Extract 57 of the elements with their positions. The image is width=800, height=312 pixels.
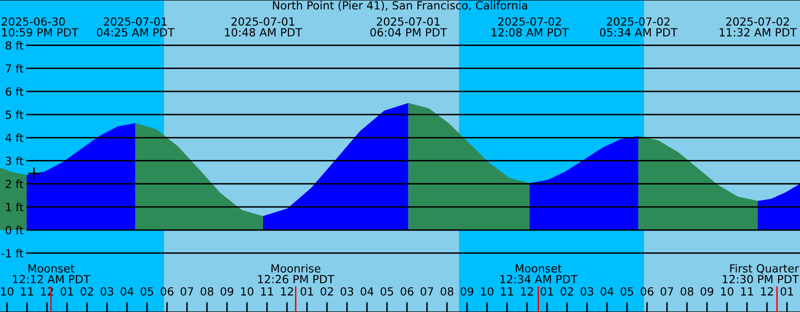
x-tick-label: 08 bbox=[200, 287, 214, 296]
x-tick-label: 04 bbox=[600, 287, 614, 296]
x-tick-label: 05 bbox=[620, 287, 634, 296]
x-tick-label: 02 bbox=[560, 287, 573, 296]
x-tick-label: 06 bbox=[400, 287, 414, 296]
x-tick-label: 03 bbox=[580, 287, 594, 296]
annotation: 2025-07-02 05:34 AM PDT bbox=[600, 17, 678, 37]
x-tick-label: 09 bbox=[460, 287, 474, 296]
x-tick-label: 09 bbox=[700, 287, 714, 296]
x-tick-label: 08 bbox=[440, 287, 454, 296]
x-tick-label: 11 bbox=[261, 287, 274, 296]
annotation: 2025-06-30 10:59 PM PDT bbox=[2, 17, 78, 37]
y-tick-label: 7 ft bbox=[6, 64, 24, 73]
ref-line-label: Moonset 12:12 AM PDT bbox=[13, 264, 90, 284]
x-tick-label: 12 bbox=[521, 287, 533, 296]
x-tick-label: 01 bbox=[300, 287, 314, 296]
x-tick-label: 07 bbox=[180, 287, 194, 296]
x-tick-label: 05 bbox=[140, 287, 154, 296]
x-tick-label: 01 bbox=[60, 287, 74, 296]
y-tick-label: 1 ft bbox=[6, 202, 24, 212]
annotation: 2025-07-02 12:08 AM PDT bbox=[492, 17, 569, 37]
ref-line-label: First Quarter 12:30 PM PDT bbox=[722, 264, 800, 284]
y-tick-label: 8 ft bbox=[6, 41, 24, 50]
x-tick-label: 11 bbox=[741, 287, 754, 296]
x-tick-label: 04 bbox=[360, 287, 374, 296]
y-tick-label: 6 ft bbox=[6, 87, 24, 96]
x-tick-label: 02 bbox=[80, 287, 93, 296]
x-tick-label: 10 bbox=[1, 287, 14, 296]
y-tick-label: 3 ft bbox=[6, 156, 24, 166]
y-tick-label: 5 ft bbox=[6, 110, 24, 119]
x-tick-label: 07 bbox=[660, 287, 674, 296]
ref-line-label: Moonset 12:34 AM PDT bbox=[500, 264, 578, 284]
x-tick-label: 02 bbox=[320, 287, 333, 296]
y-tick-label: 4 ft bbox=[5, 133, 24, 142]
y-tick-label: 2 ft bbox=[6, 180, 24, 188]
x-tick-label: 10 bbox=[241, 287, 254, 296]
x-tick-label: 12 bbox=[281, 287, 293, 296]
annotation: 2025-07-02 11:32 AM PDT bbox=[720, 17, 797, 37]
annotation: 2025-07-01 10:48 AM PDT bbox=[225, 17, 302, 37]
ref-line-label: Moonrise 12:26 PM PDT bbox=[258, 264, 334, 284]
annotation: 2025-07-01 04:25 AM PDT bbox=[96, 17, 175, 37]
x-tick-label: 10 bbox=[721, 287, 734, 296]
x-tick-label: 11 bbox=[501, 287, 514, 296]
x-tick-label: 01 bbox=[780, 287, 794, 296]
x-tick-label: 03 bbox=[340, 287, 354, 296]
x-tick-label: 05 bbox=[380, 287, 394, 296]
x-tick-label: 01 bbox=[540, 287, 554, 296]
x-tick-label: 08 bbox=[680, 287, 694, 296]
x-tick-label: 03 bbox=[100, 287, 114, 296]
x-tick-label: 10 bbox=[481, 287, 494, 296]
x-tick-label: 04 bbox=[120, 287, 134, 296]
x-tick-label: 07 bbox=[420, 287, 434, 296]
x-tick-label: 09 bbox=[220, 287, 234, 296]
x-tick-label: 12 bbox=[761, 287, 773, 296]
y-tick-label: -1 ft bbox=[1, 248, 24, 258]
annotation: 2025-07-01 06:04 PM PDT bbox=[370, 17, 448, 37]
x-tick-label: 11 bbox=[21, 287, 34, 296]
